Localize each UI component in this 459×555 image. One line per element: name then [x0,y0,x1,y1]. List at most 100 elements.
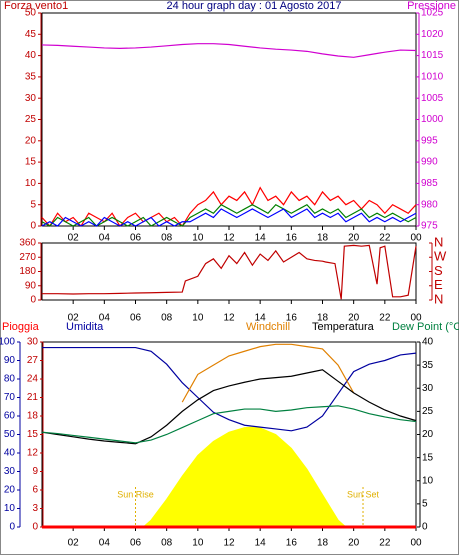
y3-tick-label: 18 [27,411,39,422]
x-tick-label: 06 [130,313,142,324]
y2-tick-label: W [434,249,447,264]
y2-label: Pressione [407,0,456,12]
legend-label: Pioggia [2,321,40,333]
series-line [41,208,417,227]
y3-tick-label: 6 [32,485,38,496]
y2-tick-label: 10 [422,475,434,486]
series-line [41,203,417,227]
y-tick-label: 10 [25,178,37,189]
y-tick-label: 10 [4,503,16,514]
x-tick-label: 04 [99,313,111,324]
y2-tick-label: N [434,291,443,306]
plot-area [41,242,417,301]
x-tick-label: 22 [379,313,391,324]
y2-tick-label: 20 [422,429,434,440]
y3-tick-label: 9 [32,466,38,477]
x-tick-label: 10 [192,538,204,549]
y2-tick-label: 1020 [421,29,444,40]
y-tick-label: 70 [4,392,16,403]
y-tick-label: 50 [4,429,16,440]
y2-tick-label: 1025 [421,8,444,19]
y-tick-label: 360 [19,238,36,249]
x-tick-label: 06 [130,538,142,549]
x-tick-label: 08 [161,233,173,244]
y2-tick-label: 5 [422,499,428,510]
y3-tick-label: 27 [27,355,39,366]
legend-label: Windchill [246,321,290,333]
y2-tick-label: 0 [422,522,428,533]
series-line [42,244,417,300]
y2-tick-label: 30 [422,383,434,394]
y3-tick-label: 30 [27,337,39,348]
legend-label: Temperatura [312,321,375,333]
y-tick-label: 35 [25,72,37,83]
x-tick-label: 18 [317,233,329,244]
y-tick-label: 100 [0,337,15,348]
x-tick-label: 02 [68,233,80,244]
x-tick-label: 00 [410,233,422,244]
x-tick-label: 18 [317,538,329,549]
y-tick-label: 0 [30,221,36,232]
x-tick-label: 04 [99,233,111,244]
y2-tick-label: 1010 [421,72,444,83]
y2-tick-label: N [434,234,443,249]
y2-tick-label: 25 [422,406,434,417]
x-tick-label: 08 [161,538,173,549]
x-tick-label: 16 [286,233,298,244]
y-tick-label: 20 [25,135,37,146]
y3-tick-label: 0 [32,522,38,533]
y-tick-label: 180 [19,266,36,277]
x-tick-label: 12 [223,313,235,324]
x-tick-label: 20 [348,538,360,549]
y2-tick-label: 975 [421,221,438,232]
x-tick-label: 12 [223,233,235,244]
y-tick-label: 5 [30,199,36,210]
legend-label: Dew Point (°C [392,321,459,333]
y-tick-label: 60 [4,411,16,422]
x-tick-label: 16 [286,313,298,324]
y-tick-label: 30 [25,93,37,104]
annotation: Sun Set [347,489,380,499]
series-line [181,343,355,403]
x-tick-label: 02 [68,313,80,324]
y-tick-label: 0 [30,295,36,306]
y2-tick-label: S [434,263,443,278]
y2-tick-label: 980 [421,199,438,210]
x-tick-label: 10 [192,233,204,244]
x-tick-label: 22 [379,538,391,549]
x-tick-label: 14 [255,233,267,244]
legend-label: Umidita [66,321,104,333]
x-tick-label: 22 [379,233,391,244]
y-tick-label: 90 [4,355,16,366]
y2-tick-label: 1015 [421,50,444,61]
annotation: Sun Rise [117,489,154,499]
y-tick-label: 40 [4,448,16,459]
series-line [41,369,417,445]
x-tick-label: 00 [410,313,422,324]
y2-tick-label: 1000 [421,114,444,125]
y-tick-label: 40 [25,50,37,61]
y-tick-label: 90 [25,280,37,291]
x-tick-label: 00 [410,538,422,549]
x-tick-label: 14 [255,538,267,549]
x-tick-label: 14 [255,313,267,324]
x-tick-label: 20 [348,313,360,324]
y-tick-label: 80 [4,374,16,385]
y-tick-label: 20 [4,485,16,496]
y-tick-label: 30 [4,466,16,477]
y-tick-label: 50 [25,8,37,19]
y3-tick-label: 15 [27,429,39,440]
x-tick-label: 08 [161,313,173,324]
y-tick-label: 25 [25,114,37,125]
y-tick-label: 45 [25,29,37,40]
x-tick-label: 12 [223,538,235,549]
solar-area [141,426,348,528]
y2-tick-label: 40 [422,337,434,348]
x-tick-label: 10 [192,313,204,324]
series-line [42,346,417,432]
series-line [41,405,417,444]
y3-tick-label: 24 [27,374,39,385]
y2-tick-label: 35 [422,360,434,371]
